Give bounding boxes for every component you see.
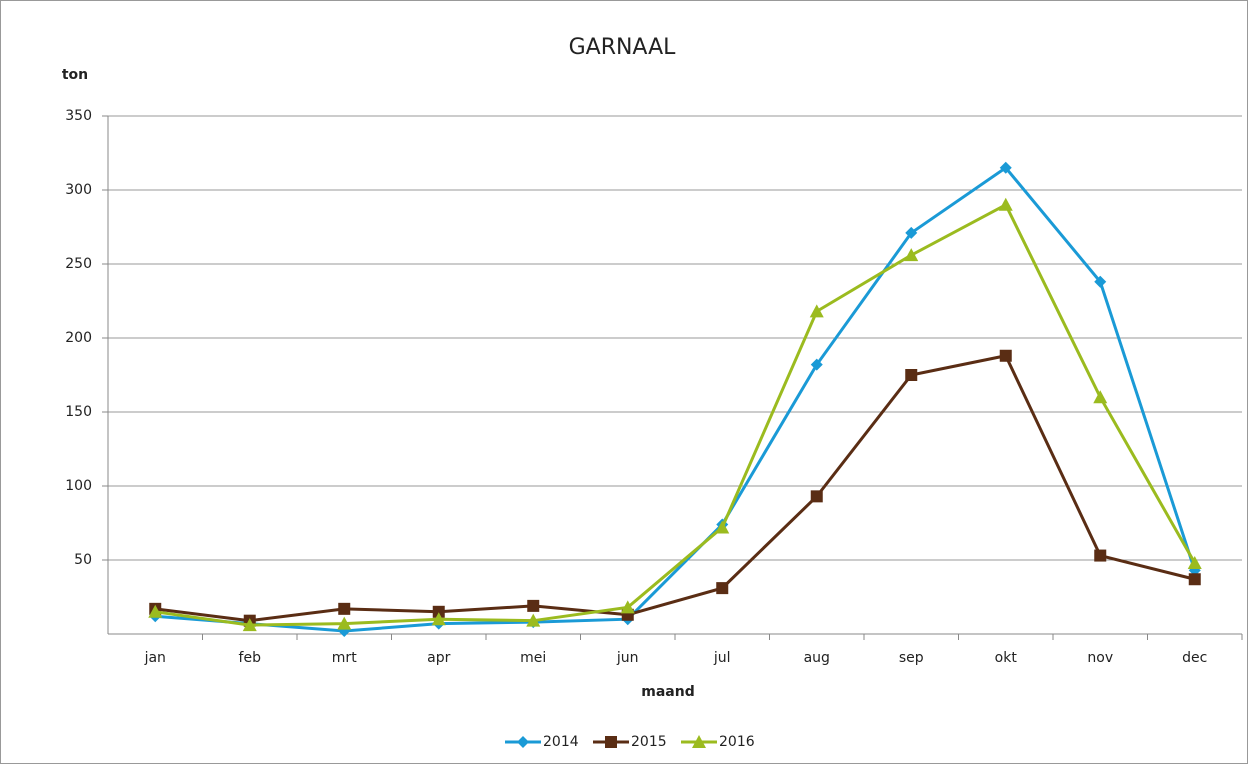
x-tick-label: apr — [427, 650, 450, 666]
data-point — [716, 582, 729, 595]
x-tick-label: mrt — [332, 650, 357, 666]
series-line — [155, 202, 1197, 627]
x-tick-label: sep — [899, 650, 924, 666]
x-tick-label: okt — [995, 650, 1018, 666]
chart-title: GARNAAL — [569, 35, 677, 60]
data-point — [148, 604, 163, 618]
data-point — [242, 618, 257, 632]
series-line — [155, 165, 1197, 633]
data-point — [905, 369, 918, 381]
data-point — [620, 600, 635, 614]
legend-label: 2016 — [719, 734, 755, 750]
data-point — [1187, 555, 1202, 569]
data-point — [432, 605, 445, 618]
data-point — [1094, 275, 1107, 288]
y-tick-label: 300 — [65, 182, 92, 198]
data-point — [526, 613, 541, 627]
y-tick-label: 50 — [74, 552, 92, 568]
data-point — [1094, 549, 1107, 562]
data-point — [999, 349, 1012, 362]
data-point — [337, 616, 352, 630]
x-tick-label: jul — [713, 650, 731, 666]
data-point — [810, 490, 823, 503]
data-point — [1093, 390, 1108, 404]
x-axis-title: maand — [641, 684, 694, 700]
x-tick-label: jun — [616, 650, 639, 666]
legend-marker — [692, 735, 706, 748]
y-tick-label: 150 — [65, 404, 92, 420]
legend-marker — [517, 736, 529, 748]
data-point — [715, 520, 730, 534]
x-tick-label: dec — [1182, 650, 1207, 666]
data-point — [527, 599, 540, 612]
x-tick-label: mei — [520, 650, 546, 666]
series-line — [155, 354, 1196, 623]
data-point — [998, 197, 1013, 211]
y-axis-title: ton — [62, 67, 88, 83]
data-point — [338, 602, 351, 615]
data-point — [999, 161, 1012, 174]
legend-label: 2014 — [543, 734, 579, 750]
x-tick-label: jan — [144, 650, 166, 666]
y-tick-label: 250 — [65, 256, 92, 272]
data-point — [809, 304, 824, 318]
data-point — [905, 226, 918, 239]
legend-marker — [605, 736, 617, 748]
data-point — [810, 358, 823, 371]
data-point — [904, 248, 919, 262]
x-tick-label: aug — [804, 650, 830, 666]
y-tick-label: 350 — [65, 108, 92, 124]
x-tick-label: feb — [239, 650, 262, 666]
data-point — [1188, 573, 1201, 586]
y-tick-label: 100 — [65, 478, 92, 494]
data-point — [431, 612, 446, 626]
legend-label: 2015 — [631, 734, 667, 750]
x-tick-label: nov — [1087, 650, 1113, 666]
y-tick-label: 200 — [65, 330, 92, 346]
